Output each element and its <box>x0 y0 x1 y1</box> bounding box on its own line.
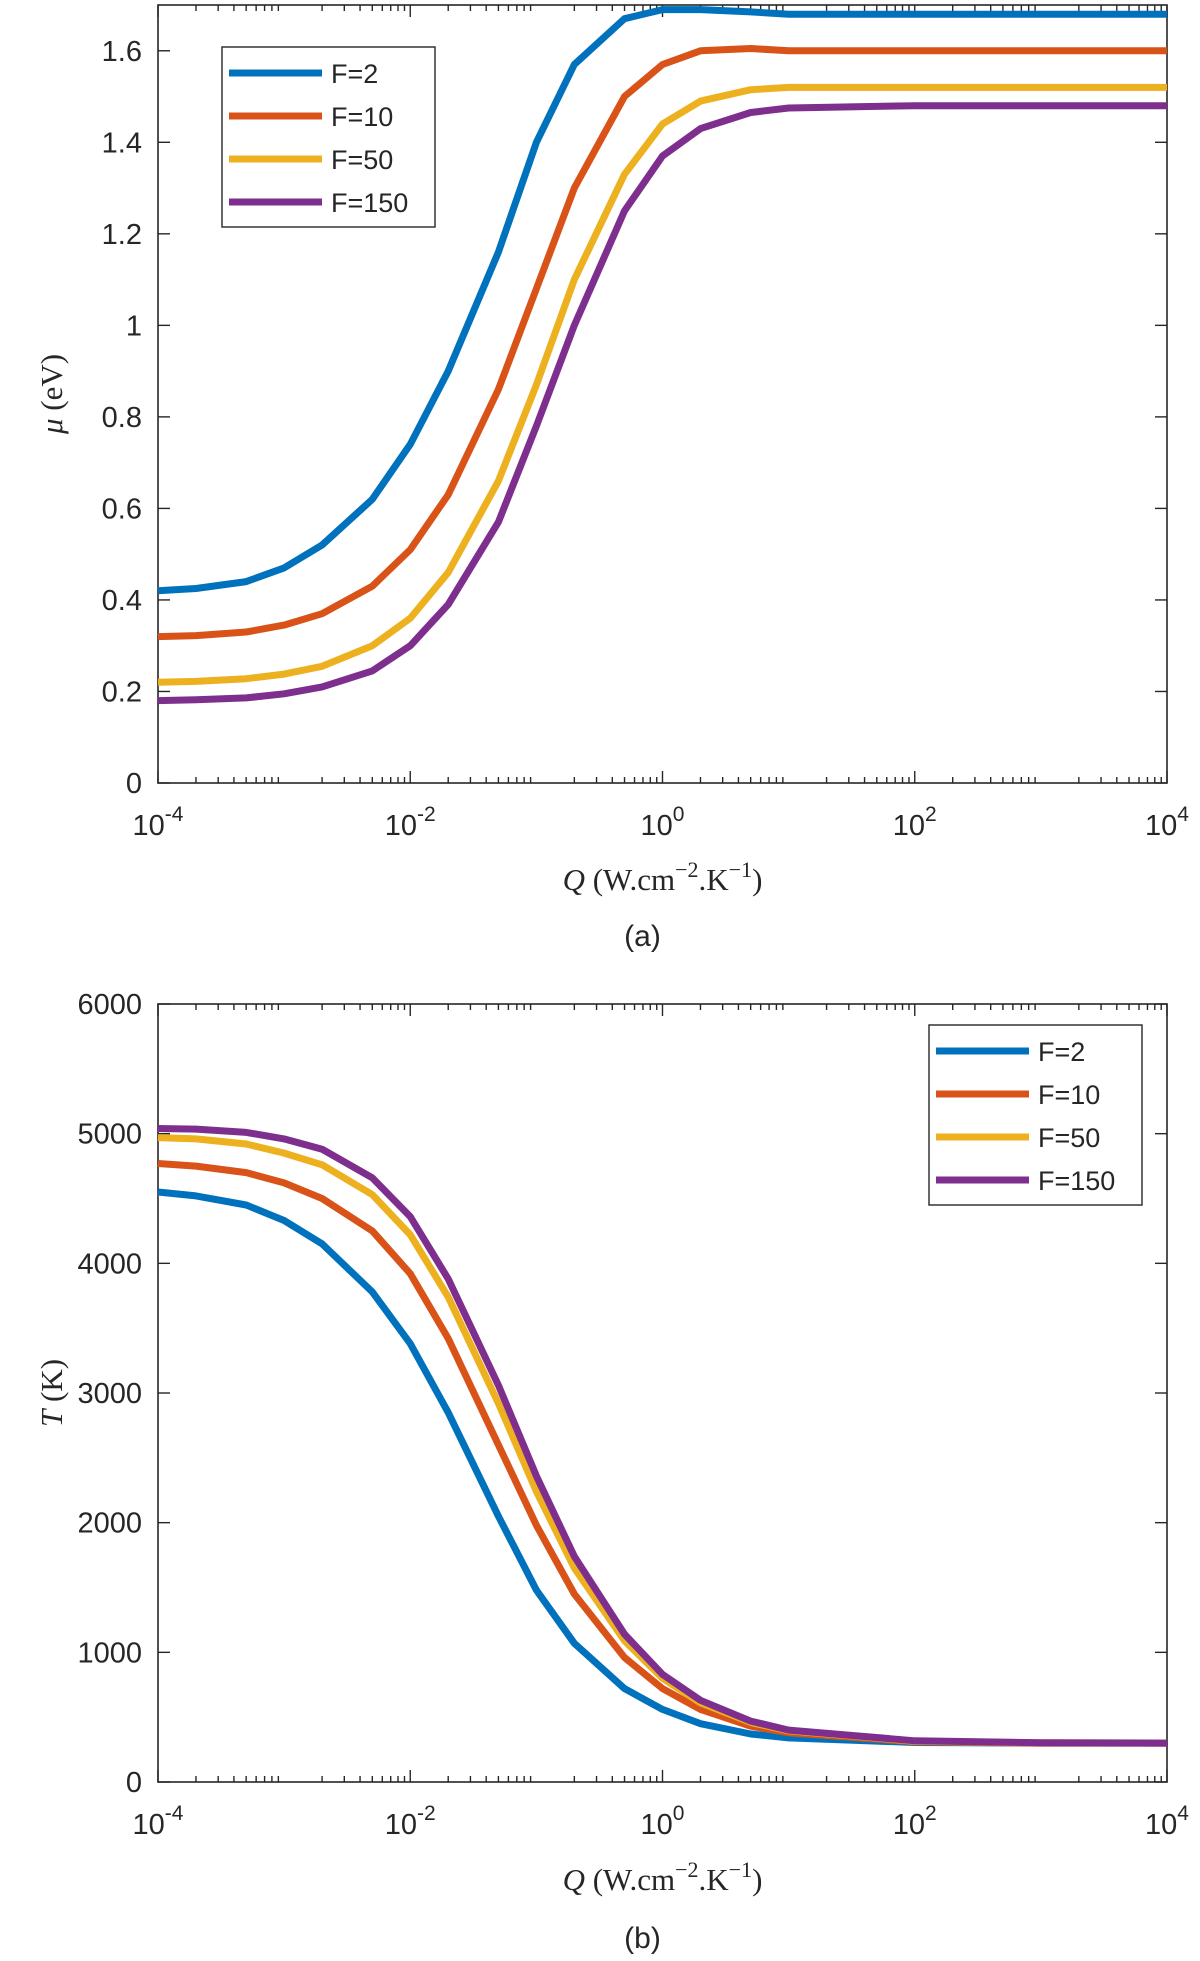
y-tick-label: 2000 <box>77 1508 142 1540</box>
x-axis-label: Q (W.cm−2.K−1) <box>563 1857 763 1897</box>
x-tick-label: 102 <box>893 803 937 842</box>
y-tick-label: 0 <box>126 768 142 800</box>
legend-box <box>221 46 436 228</box>
chart-panel-b: 10-4 10-2 100 102 104 0 1000 2000 3000 4000 5000 60… <box>34 989 1189 1955</box>
series-line-f-10 <box>157 1160 1167 1747</box>
legend-label: F=2 <box>1038 1037 1085 1067</box>
series-line-f-10 <box>157 45 1167 641</box>
y-tick-label: 0.6 <box>102 493 142 525</box>
y-tick-label: 0.4 <box>102 585 142 617</box>
legend-label: F=150 <box>1038 1166 1115 1196</box>
y-tick-label: 1.4 <box>102 127 142 159</box>
chart-panel-a: 10-4 10-2 100 102 104 0 0.2 0.4 0.6 0.8 1 1.2 1.4 1.6… <box>34 4 1189 953</box>
y-tick-label: 1.2 <box>102 219 142 251</box>
y-tick-label: 4000 <box>77 1248 142 1280</box>
legend-box <box>928 1024 1143 1206</box>
series-line-f-150 <box>157 102 1167 705</box>
y-axis-label: μ (eV) <box>34 354 69 435</box>
y-tick-label: 6000 <box>77 989 142 1021</box>
y-tick-label: 3000 <box>77 1378 142 1410</box>
y-axis-label: T (K) <box>34 1359 69 1427</box>
x-axis-label: Q (W.cm−2.K−1) <box>563 857 763 897</box>
series-line-f-150 <box>157 1125 1168 1747</box>
panel-caption: (a) <box>624 920 661 953</box>
y-tick-label: 1000 <box>77 1637 142 1669</box>
x-tick-label: 10-2 <box>385 1802 436 1841</box>
series-line-f-50 <box>157 83 1167 686</box>
legend-label: F=2 <box>331 59 378 89</box>
legend-label: F=50 <box>331 145 393 175</box>
y-tick-label: 5000 <box>77 1119 142 1151</box>
x-tick-label: 104 <box>1145 1802 1189 1841</box>
y-tick-label: 0 <box>126 1767 142 1799</box>
legend: F=2 F=10 F=50 F=150 <box>221 46 436 228</box>
x-tick-label: 10-4 <box>133 803 184 842</box>
x-tick-label: 10-4 <box>133 1802 184 1841</box>
x-tick-label: 10-2 <box>385 803 436 842</box>
series-line-f-50 <box>157 1134 1168 1747</box>
legend-label: F=10 <box>1038 1080 1100 1110</box>
x-tick-label: 100 <box>641 1802 685 1841</box>
legend-label: F=150 <box>331 188 408 218</box>
y-tick-label: 1.6 <box>102 36 142 68</box>
y-tick-label: 0.8 <box>102 402 142 434</box>
series-line-f-2 <box>157 1188 1167 1747</box>
legend-label: F=50 <box>1038 1123 1100 1153</box>
series-line-f-2 <box>157 6 1167 595</box>
y-tick-label: 1 <box>126 310 142 342</box>
x-tick-label: 100 <box>641 803 685 842</box>
x-tick-label: 102 <box>893 1802 937 1841</box>
y-tick-label: 0.2 <box>102 676 142 708</box>
panel-caption: (b) <box>624 1922 661 1955</box>
x-tick-label: 104 <box>1145 803 1189 842</box>
legend: F=2 F=10 F=50 F=150 <box>928 1024 1143 1206</box>
legend-label: F=10 <box>331 102 393 132</box>
